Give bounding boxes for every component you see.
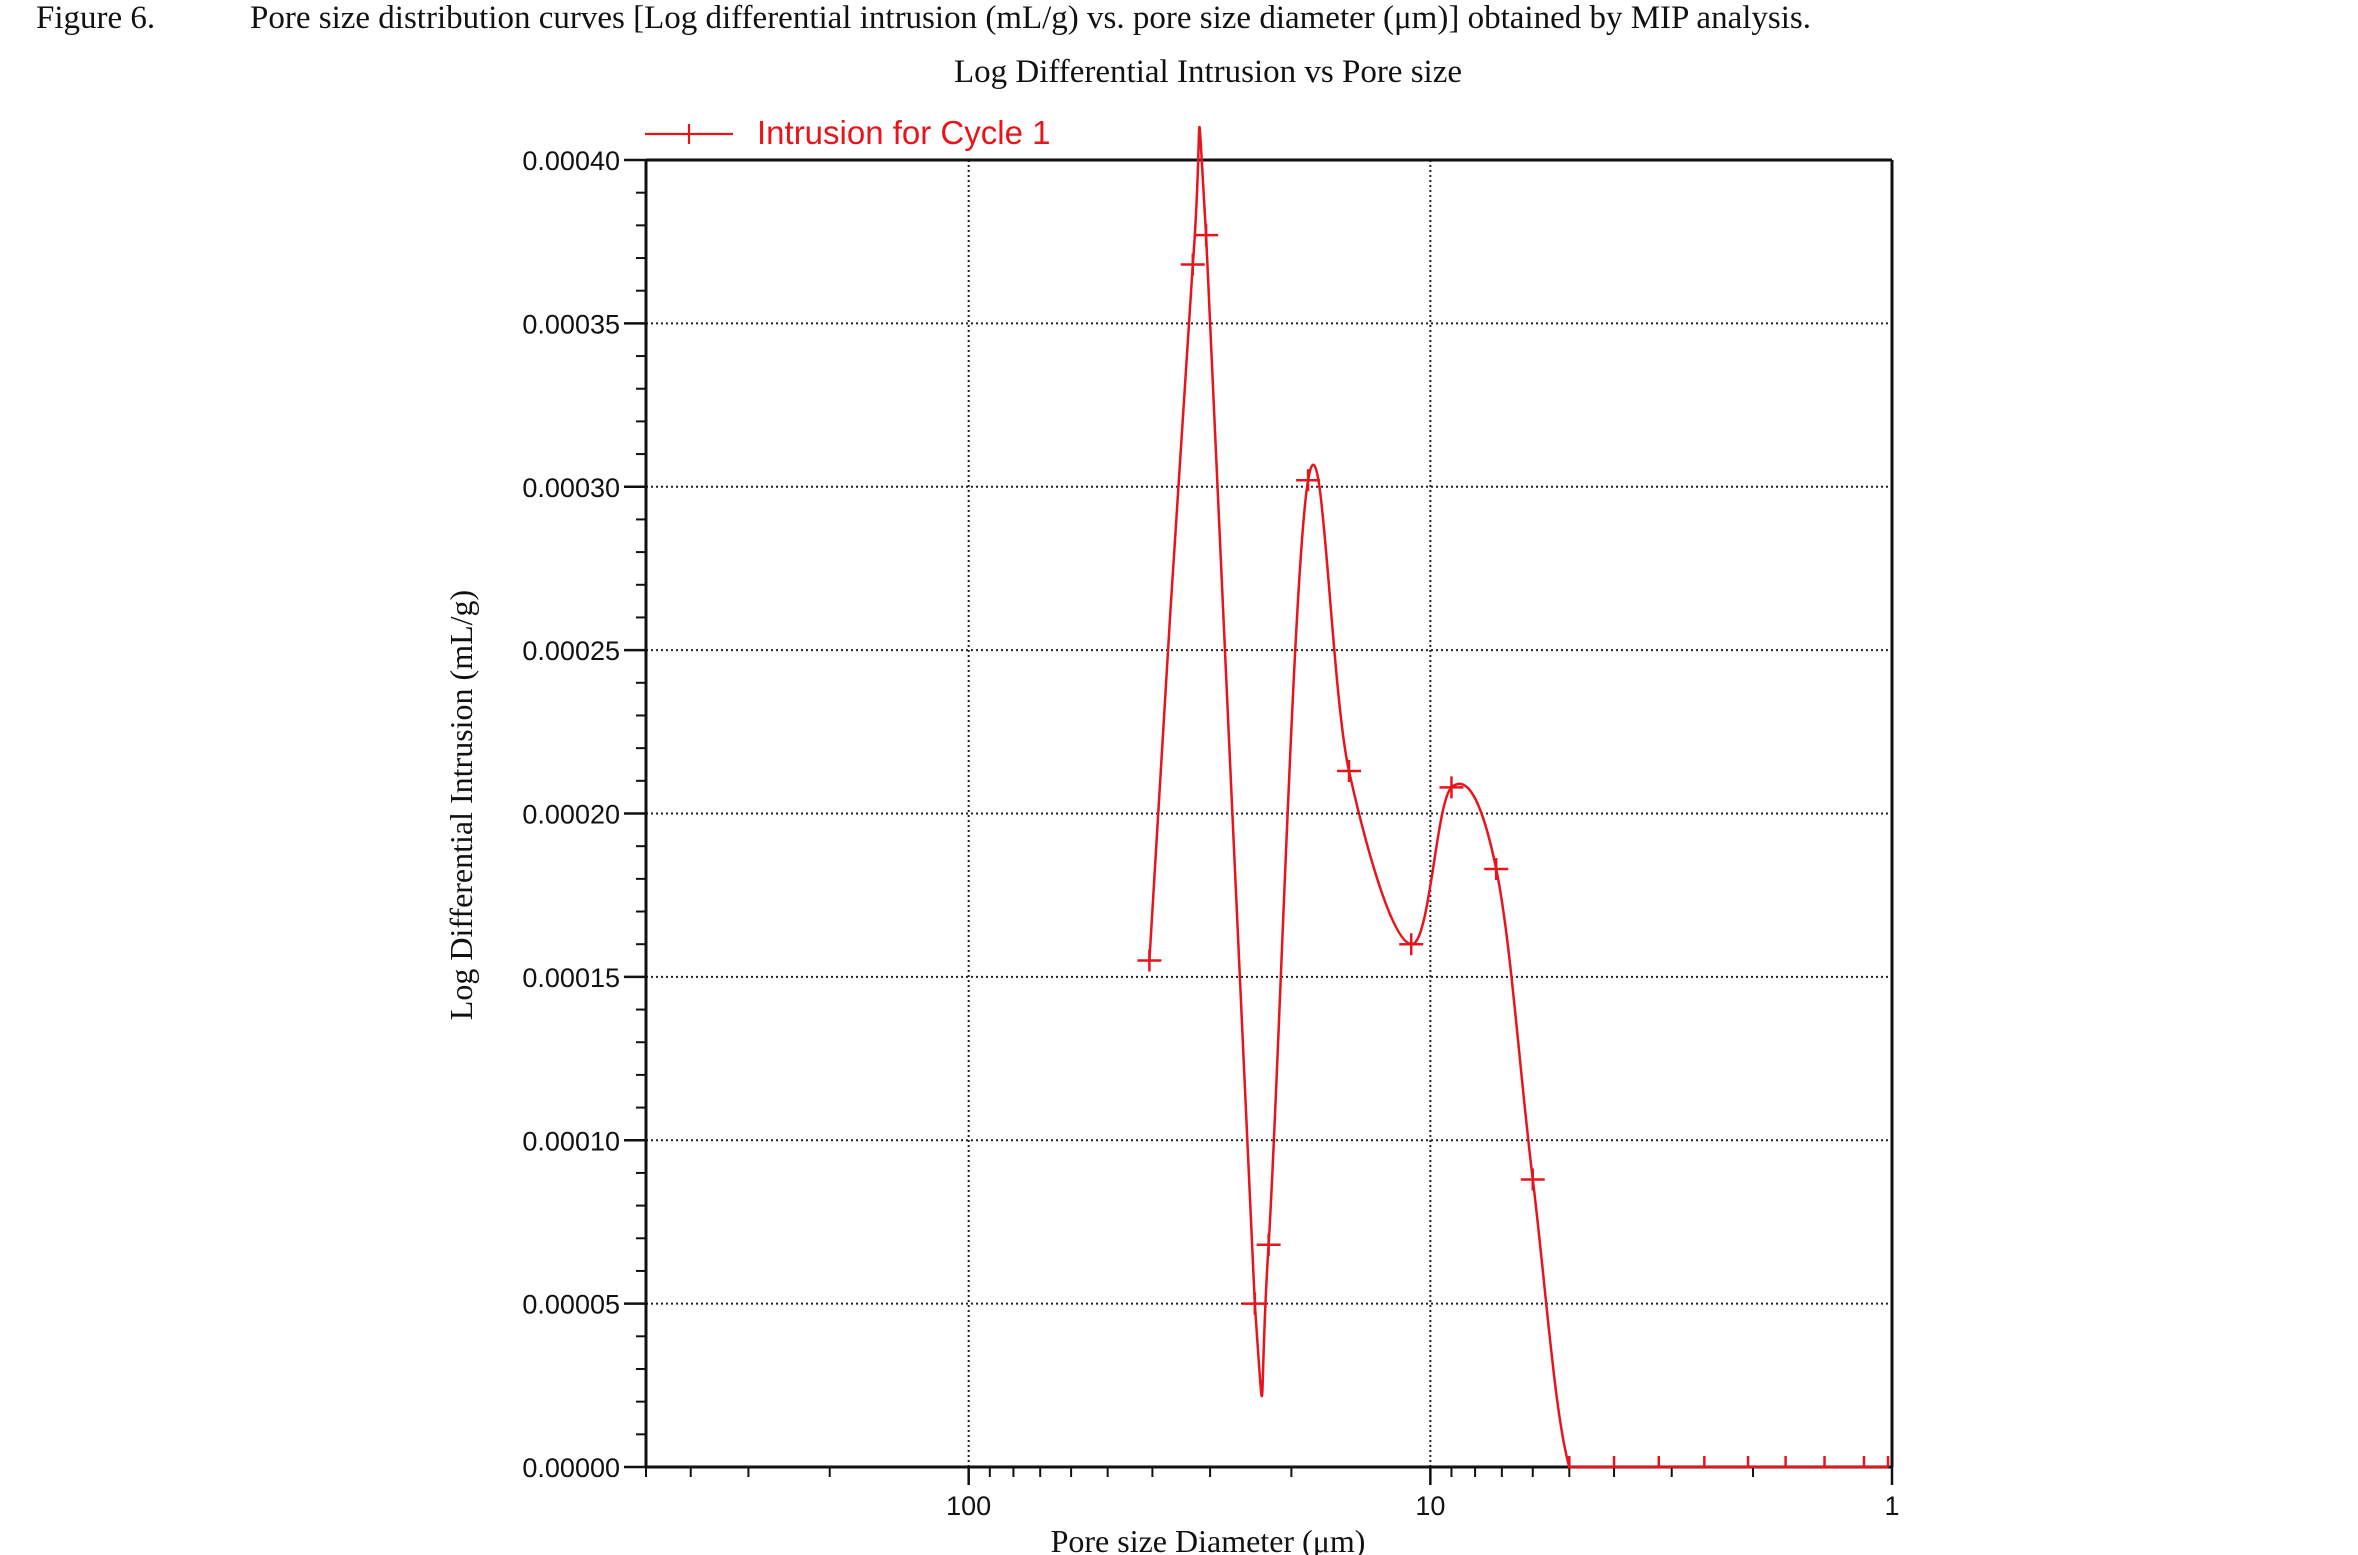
data-point-marker: [1484, 858, 1509, 881]
x-tick-label: 100: [946, 1491, 991, 1521]
figure-caption: Pore size distribution curves [Log diffe…: [250, 0, 1811, 36]
y-tick-label: 0.00000: [522, 1453, 620, 1483]
y-axis-label: Log Differential Intrusion (mL/g): [443, 590, 479, 1020]
chart-title: Log Differential Intrusion vs Pore size: [954, 54, 1462, 90]
y-tick-label: 0.00030: [522, 473, 620, 503]
tick-labels: 0.00000 0.00005 0.00010 0.00015 0.00020 0.000…: [522, 146, 1899, 1521]
y-tick-label: 0.00015: [522, 963, 620, 993]
data-point-marker: [1520, 1168, 1545, 1191]
data-point-marker: [1180, 253, 1205, 276]
x-tick-label: 10: [1415, 1491, 1445, 1521]
y-tick-label: 0.00035: [522, 309, 620, 339]
grid: [646, 160, 1892, 1467]
y-tick-label: 0.00005: [522, 1290, 620, 1320]
y-tick-label: 0.00025: [522, 636, 620, 666]
series-intrusion-cycle-1: [1137, 125, 1890, 1469]
legend: Intrusion for Cycle 1: [645, 114, 1050, 151]
series-line: [1148, 125, 1888, 1469]
data-point-marker: [1256, 1233, 1281, 1256]
figure-label: Figure 6.: [36, 0, 155, 36]
data-point-marker: [1439, 776, 1464, 799]
data-point-marker: [1137, 949, 1162, 972]
x-axis-label: Pore size Diameter (μm): [1051, 1523, 1366, 1555]
y-tick-label: 0.00010: [522, 1126, 620, 1156]
data-point-marker: [1337, 760, 1362, 783]
axis-ticks: [624, 158, 1894, 1485]
y-tick-label: 0.00020: [522, 800, 620, 830]
data-point-marker: [1194, 224, 1219, 247]
data-point-marker: [1296, 469, 1321, 492]
data-point-marker: [1399, 933, 1424, 956]
x-tick-label: 1: [1884, 1491, 1899, 1521]
data-point-marker: [1242, 1292, 1267, 1315]
legend-label: Intrusion for Cycle 1: [757, 114, 1050, 151]
y-tick-label: 0.00040: [522, 146, 620, 176]
